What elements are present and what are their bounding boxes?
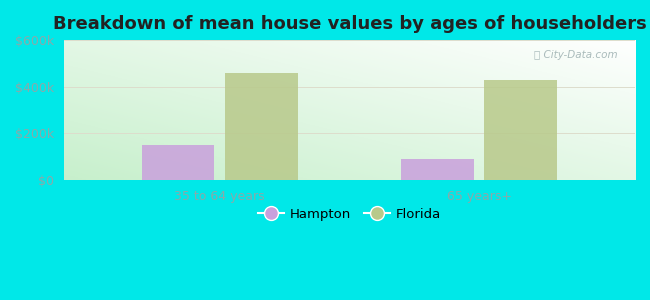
Legend: Hampton, Florida: Hampton, Florida bbox=[253, 203, 446, 226]
Title: Breakdown of mean house values by ages of householders: Breakdown of mean house values by ages o… bbox=[53, 15, 646, 33]
Bar bbox=[142, 145, 214, 180]
Bar bbox=[401, 159, 474, 180]
Bar bbox=[225, 73, 298, 180]
Bar bbox=[484, 80, 557, 180]
Text: ⓘ City-Data.com: ⓘ City-Data.com bbox=[534, 50, 618, 60]
